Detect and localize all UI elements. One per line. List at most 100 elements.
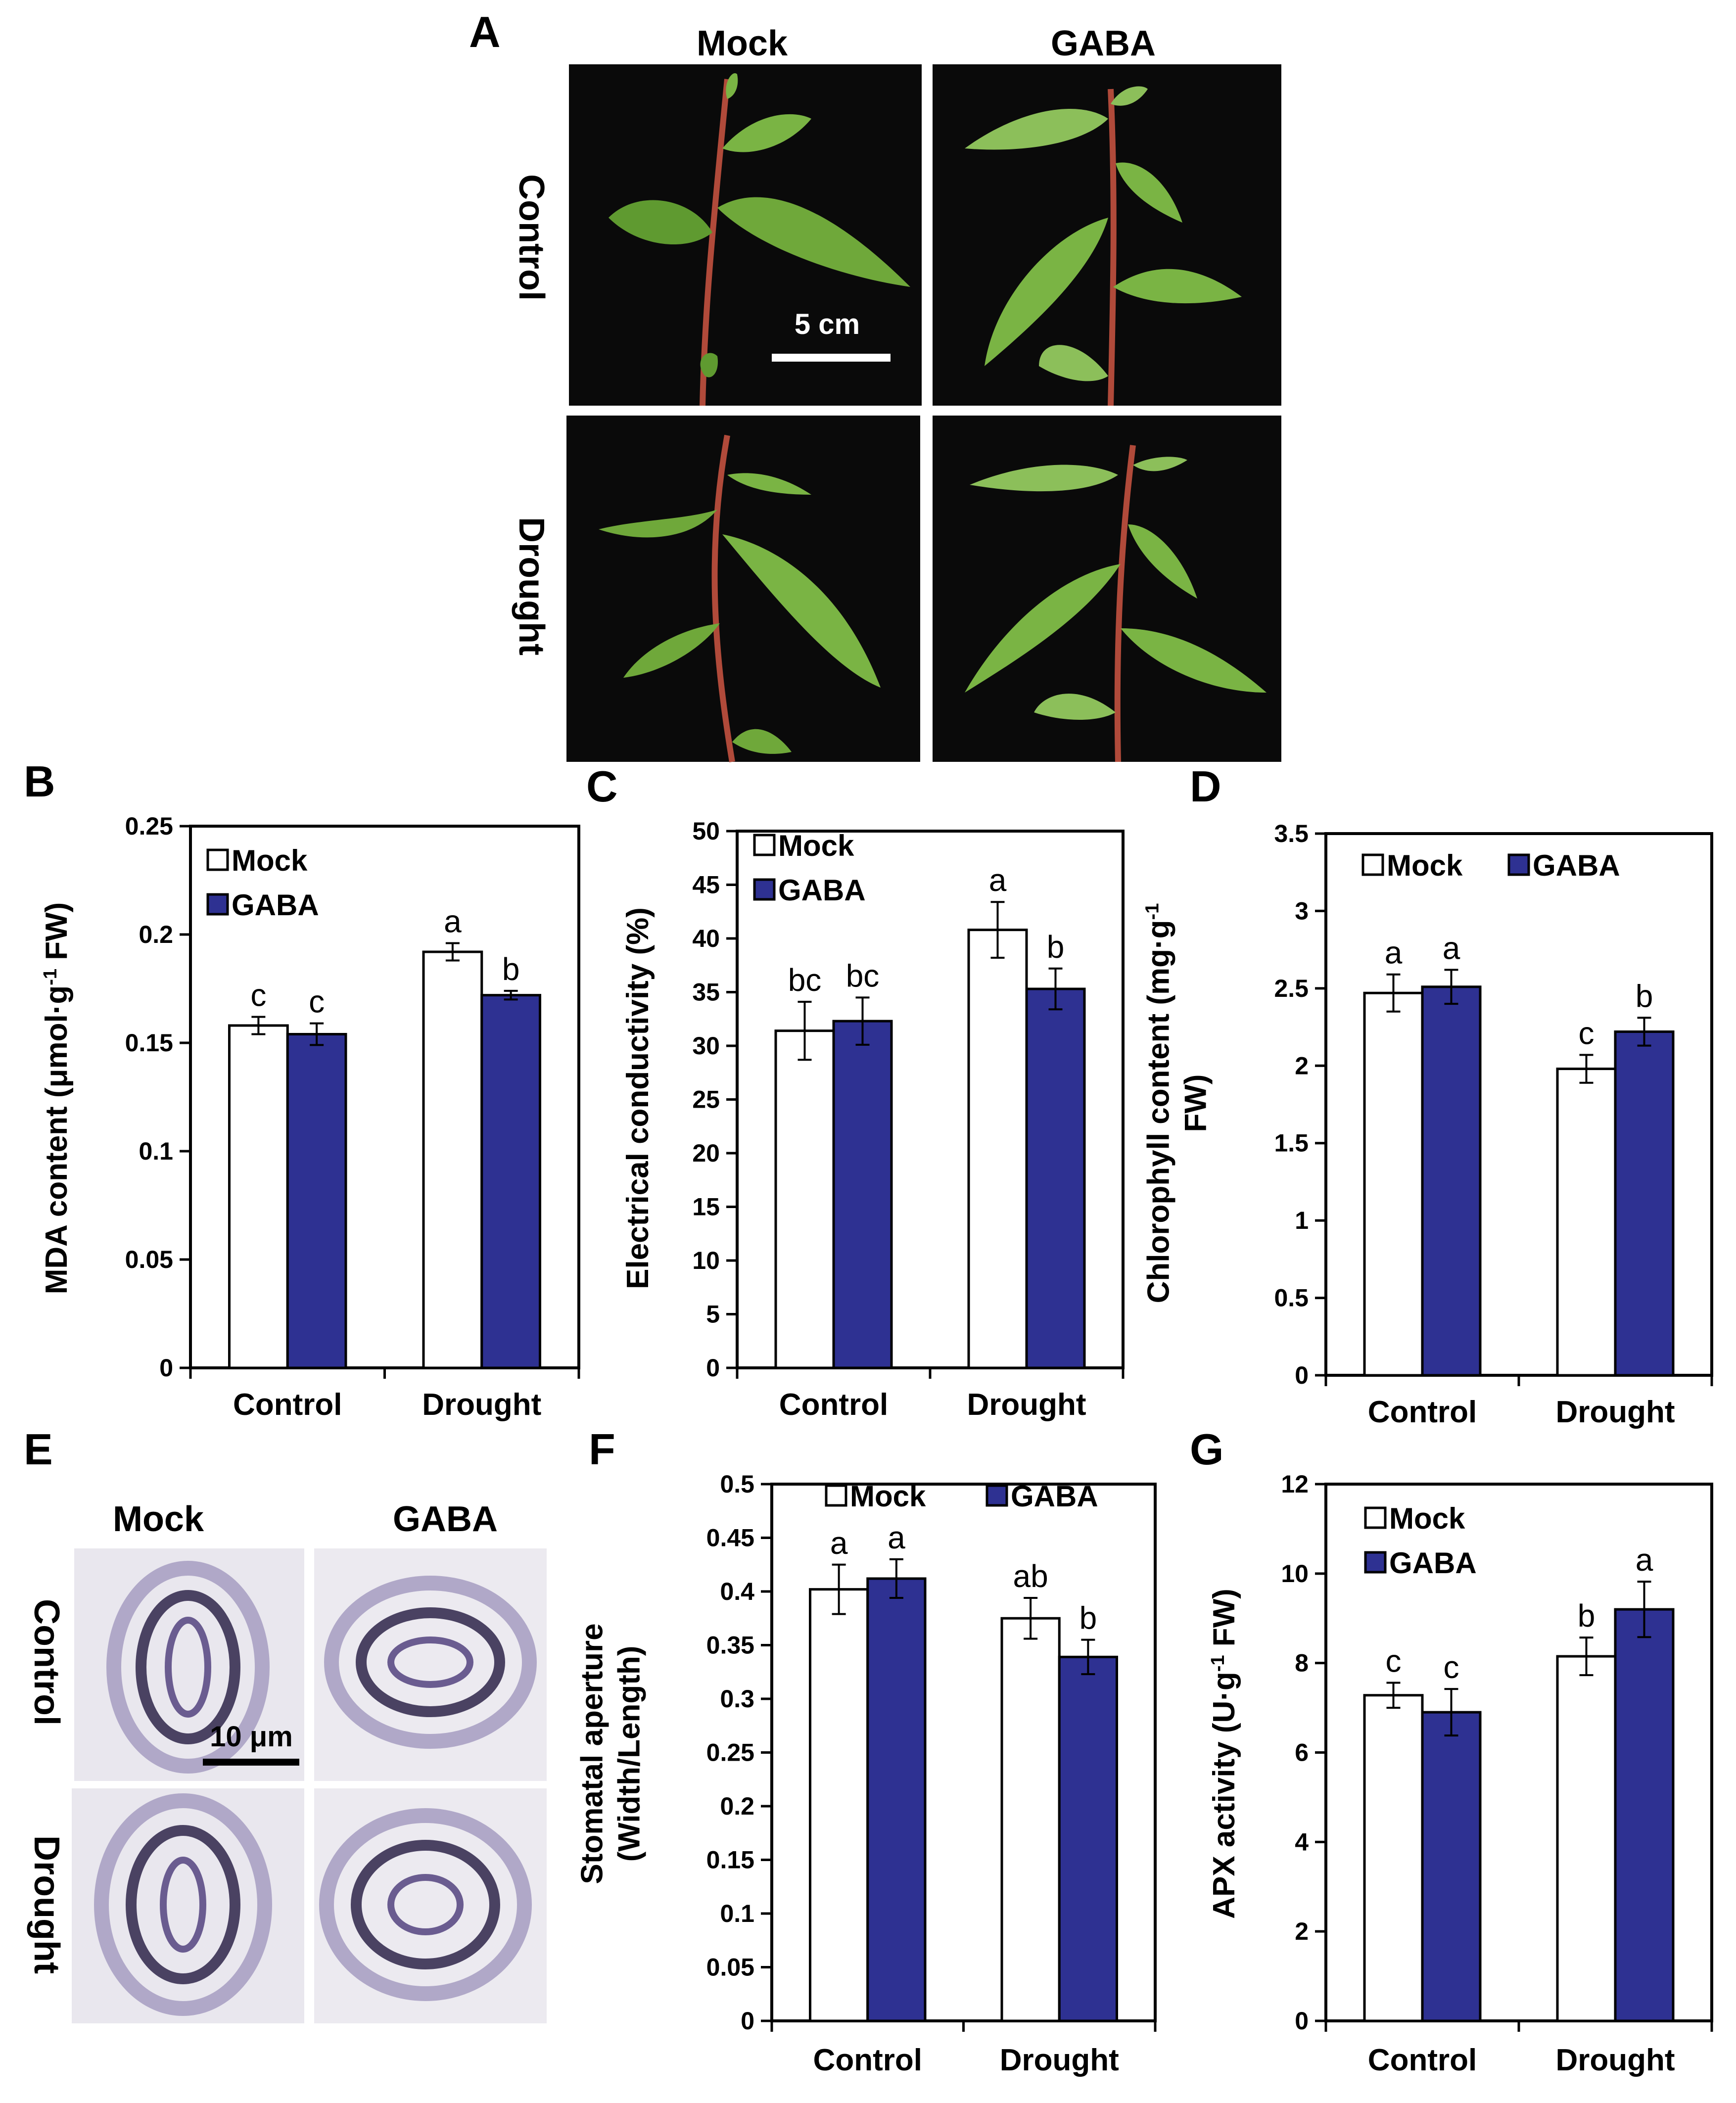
- bar-gaba-drought: [1058, 1655, 1118, 2022]
- y-tick-label: 0: [1295, 2007, 1309, 2035]
- legend-swatch-mock: [1361, 853, 1384, 876]
- y-tick-label: 0.05: [706, 1954, 754, 1981]
- chart-c: 0 5 10 15 20 25 30 35 40 45 50 Control Drought bc a bc b…: [621, 817, 1125, 1422]
- y-tick-label: 0.2: [720, 1792, 754, 1820]
- y-axis-label: MDA content (μmol·g-1 FW): [40, 902, 74, 1295]
- legend-label-gaba: GABA: [232, 888, 319, 922]
- y-axis-label: Chlorophyll content (mg·g-1: [1142, 903, 1176, 1304]
- legend-label-mock: Mock: [1387, 849, 1463, 882]
- y-tick-label: 0: [706, 1354, 720, 1382]
- y-tick-label: 10: [1281, 1560, 1309, 1588]
- y-tick-label: 0.45: [706, 1524, 754, 1552]
- y-tick-label: 3: [1295, 897, 1309, 925]
- bar-mock-control: [774, 1029, 835, 1369]
- legend-swatch-mock: [206, 848, 229, 871]
- panel-e-header-mock: Mock: [113, 1499, 204, 1539]
- bar-gaba-control: [832, 1020, 893, 1369]
- legend-label-gaba: GABA: [1533, 849, 1620, 882]
- y-tick-label: 0.25: [125, 812, 173, 840]
- panel-letter-a: A: [469, 7, 501, 56]
- significance-letter: a: [888, 1520, 905, 1555]
- panel-a-row-drought: Drought: [512, 517, 551, 655]
- panel-a-photo-gaba-control: [933, 64, 1281, 406]
- legend-swatch-gaba: [206, 893, 229, 916]
- significance-letter: c: [250, 977, 266, 1013]
- y-tick-label: 0.1: [139, 1137, 173, 1165]
- panel-e-row-drought: Drought: [27, 1835, 66, 1974]
- y-tick-label: 0.05: [125, 1246, 173, 1273]
- y-tick-label: 30: [692, 1032, 720, 1060]
- y-tick-label: 10: [692, 1247, 720, 1274]
- y-tick-label: 6: [1295, 1739, 1309, 1767]
- y-tick-label: 0.5: [720, 1470, 754, 1498]
- significance-letter: bc: [788, 962, 822, 998]
- significance-letter: a: [1385, 935, 1403, 971]
- y-tick-label: 0.5: [1274, 1284, 1309, 1312]
- y-tick-label: 8: [1295, 1649, 1309, 1677]
- x-category-label: Control: [1368, 2043, 1477, 2077]
- significance-letter: c: [309, 984, 325, 1020]
- panel-letter-e: E: [24, 1425, 53, 1474]
- bar-mock-drought: [422, 950, 483, 1369]
- significance-letter: b: [1578, 1598, 1595, 1634]
- panel-e-photo-gaba-control: [314, 1548, 547, 1781]
- legend-swatch-gaba: [985, 1484, 1008, 1507]
- bar-gaba-drought: [1614, 1608, 1675, 2022]
- chart-d: 0 0.5 1 1.5 2 2.5 3 3.5 Control Drought a c a b Mock GA…: [1142, 820, 1713, 1429]
- y-axis-label: Electrical conductivity (%): [621, 907, 655, 1289]
- x-category-label: Control: [1368, 1395, 1477, 1429]
- legend-swatch-mock: [753, 834, 776, 856]
- bar-gaba-control: [286, 1032, 347, 1369]
- chart-g: 0 2 4 6 8 10 12 Control Drought c b c a Mock GABA APX a…: [1207, 1470, 1713, 2077]
- y-tick-label: 1: [1295, 1207, 1309, 1234]
- x-category-label: Control: [813, 2043, 922, 2077]
- bar-mock-drought: [1000, 1617, 1061, 2022]
- panel-a-scale-bar: [772, 354, 891, 362]
- bar-mock-drought: [1556, 1068, 1617, 1377]
- x-category-label: Drought: [422, 1388, 541, 1422]
- panel-a-photo-mock-drought: [566, 416, 920, 762]
- panel-e-photo-mock-control: [74, 1548, 304, 1781]
- legend-label-gaba: GABA: [1389, 1546, 1477, 1580]
- panel-a-scale-label: 5 cm: [795, 308, 860, 340]
- y-tick-label: 0.2: [139, 921, 173, 948]
- bar-gaba-drought: [1614, 1030, 1675, 1377]
- y-tick-label: 0.35: [706, 1632, 754, 1659]
- panel-a-photo-mock-control: [569, 64, 922, 406]
- y-axis-label: APX activity (U·g-1 FW): [1207, 1589, 1241, 1919]
- legend-label-mock: Mock: [1389, 1502, 1465, 1535]
- significance-letter: b: [1047, 929, 1065, 965]
- panel-a-row-control: Control: [512, 174, 551, 301]
- bar-gaba-drought: [480, 994, 541, 1369]
- panel-letter-b: B: [24, 757, 55, 806]
- y-axis-label: FW): [1179, 1074, 1213, 1132]
- y-tick-label: 0.4: [720, 1578, 754, 1605]
- significance-letter: a: [989, 862, 1007, 898]
- y-axis-label: (Width/Length): [612, 1646, 647, 1862]
- significance-letter: a: [444, 904, 462, 939]
- legend-swatch-mock: [1364, 1506, 1387, 1529]
- panel-letter-d: D: [1190, 762, 1221, 811]
- x-category-label: Drought: [1555, 1395, 1675, 1429]
- bar-gaba-control: [1421, 1711, 1482, 2022]
- panel-e-scale-label: 10 μm: [210, 1721, 293, 1753]
- y-tick-label: 50: [692, 817, 720, 845]
- panel-a-header-gaba: GABA: [1051, 24, 1156, 63]
- y-tick-label: 0: [741, 2007, 754, 2035]
- significance-letter: b: [502, 951, 520, 987]
- significance-letter: bc: [846, 958, 880, 993]
- legend-swatch-gaba: [1364, 1551, 1387, 1574]
- legend-swatch-mock: [825, 1484, 847, 1507]
- panel-e-photo-gaba-drought: [314, 1788, 547, 2023]
- bar-mock-drought: [967, 929, 1028, 1369]
- chart-b: 0 0.05 0.1 0.15 0.2 0.25 Control Drought c a c b Moc…: [40, 812, 580, 1422]
- panel-letter-g: G: [1190, 1425, 1223, 1474]
- significance-letter: ab: [1013, 1558, 1048, 1594]
- legend-swatch-gaba: [753, 878, 776, 901]
- bar-mock-control: [809, 1588, 869, 2022]
- panel-a-header-mock: Mock: [697, 24, 788, 63]
- panel-letter-c: C: [586, 762, 618, 811]
- y-tick-label: 0.25: [706, 1739, 754, 1767]
- significance-letter: c: [1579, 1015, 1595, 1051]
